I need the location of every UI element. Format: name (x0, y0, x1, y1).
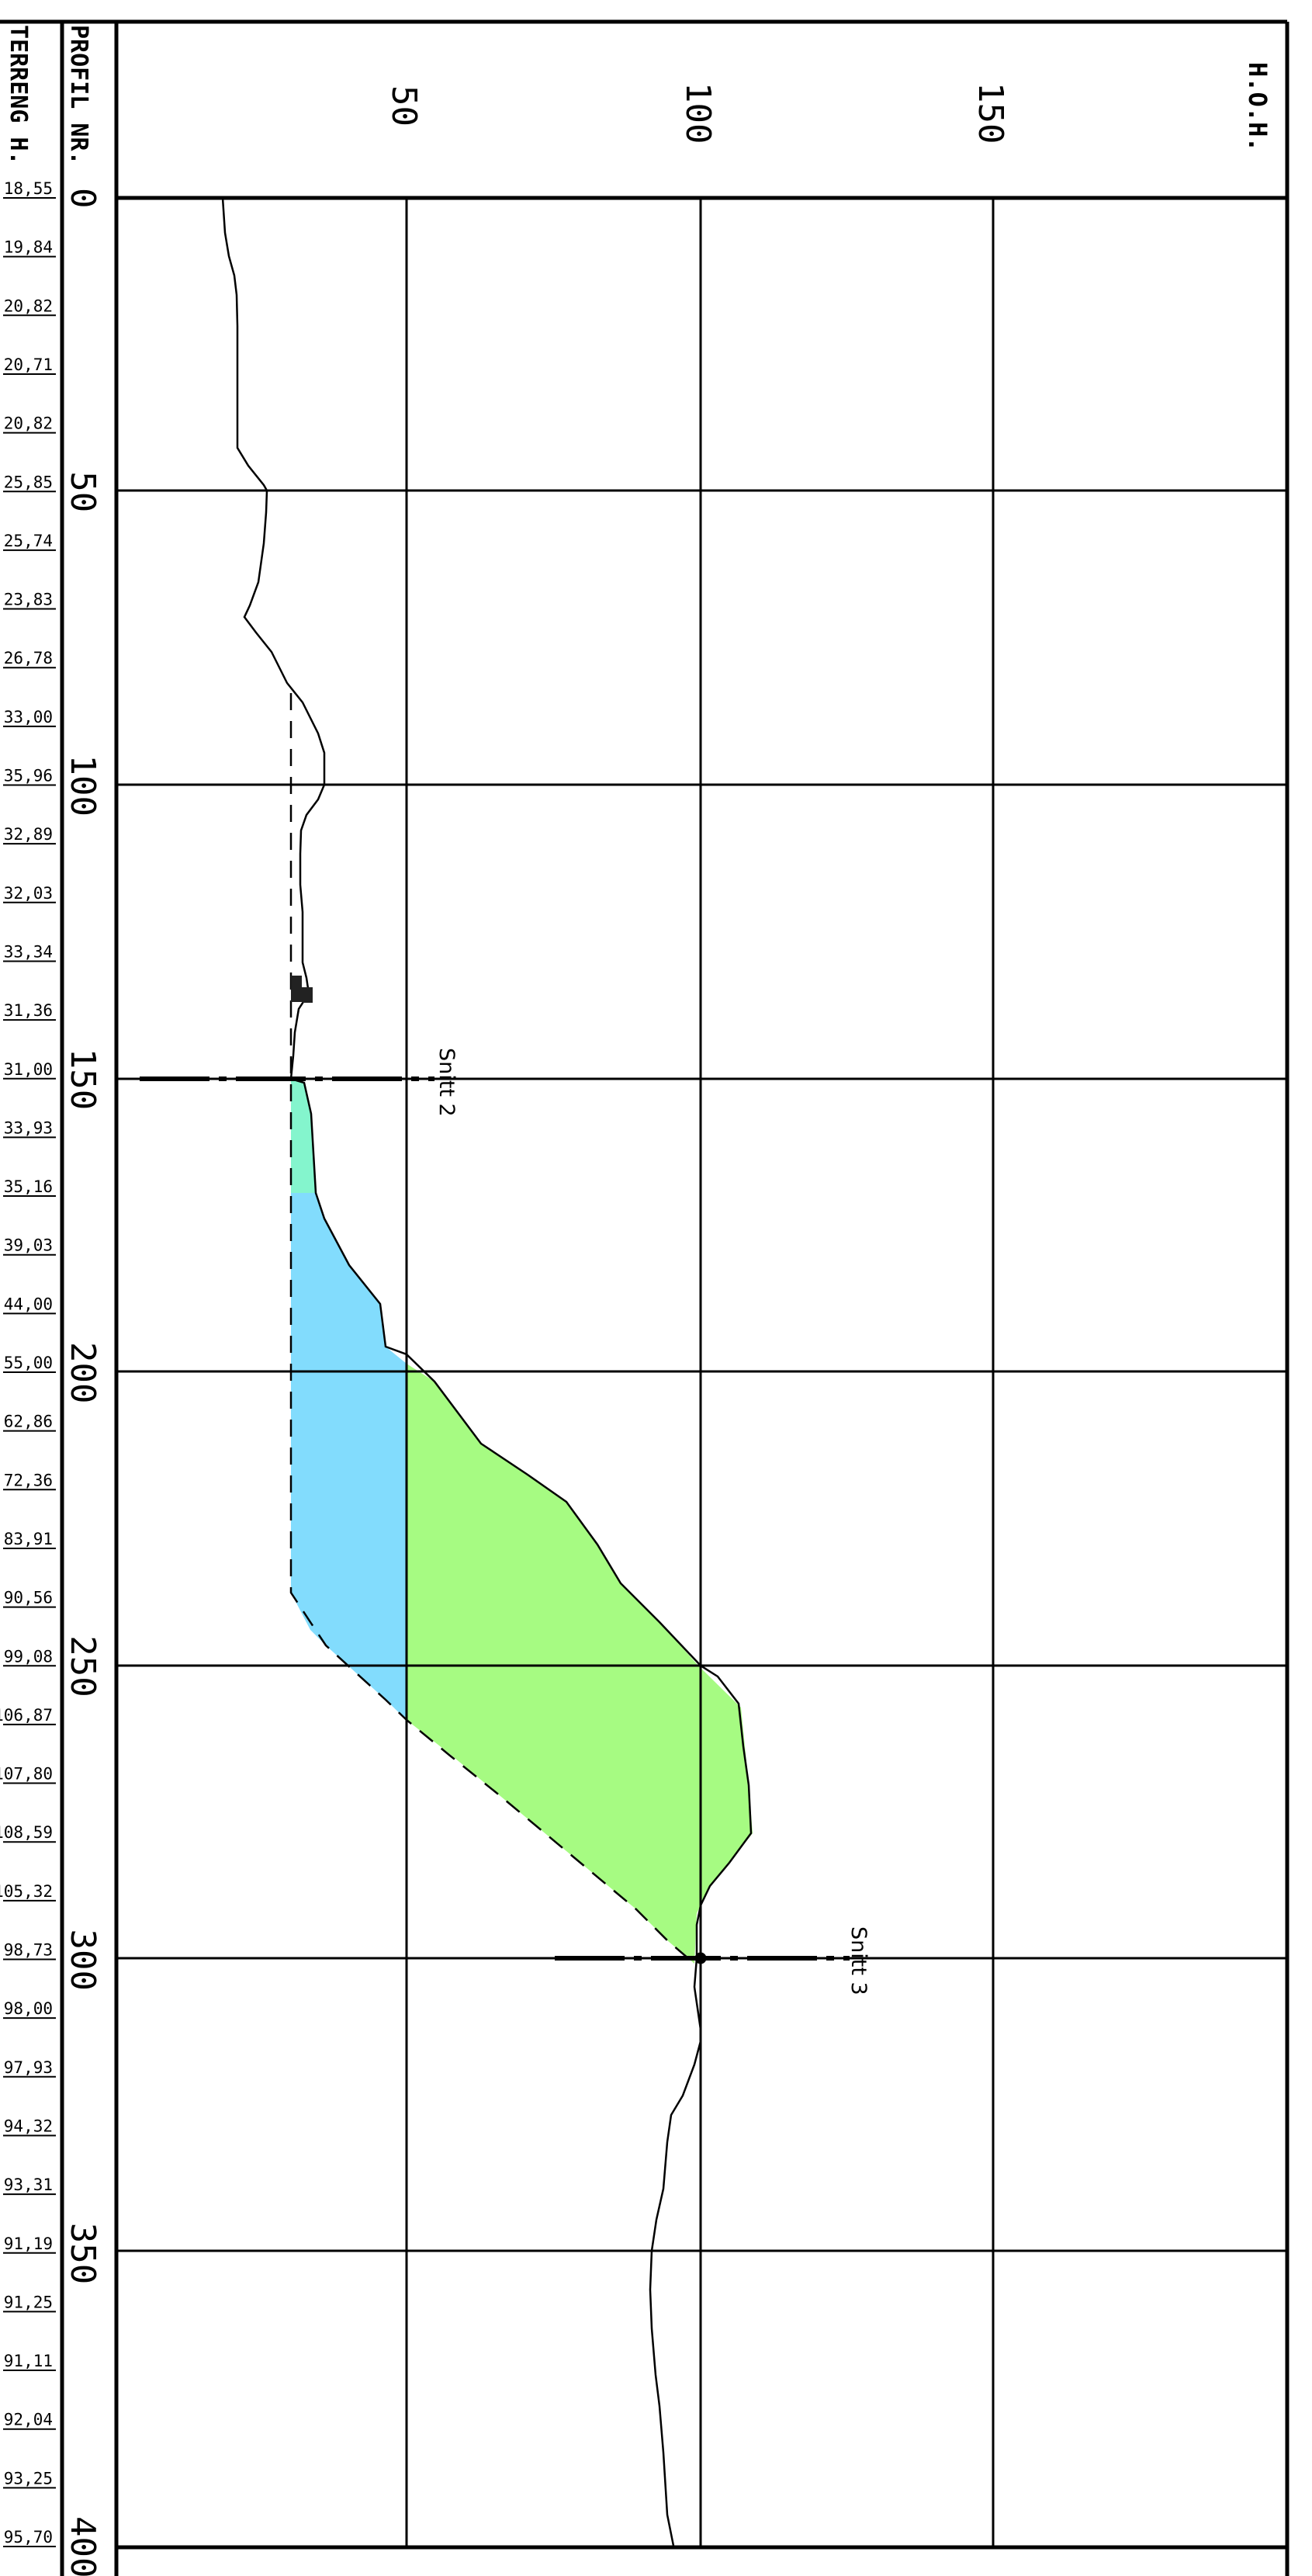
terrain-height-label: 106,87 (0, 1706, 53, 1725)
hoh-tick-labels: 50 100 150 (384, 82, 1010, 144)
profile-tick-100: 100 (63, 755, 102, 816)
hoh-tick-150: 150 (971, 82, 1010, 144)
profile-tick-50: 50 (63, 471, 102, 512)
terrain-height-label: 98,00 (4, 1999, 53, 2018)
terrain-height-header: TERRENG H. (5, 25, 32, 165)
terrain-height-label: 55,00 (4, 1354, 53, 1372)
terrain-height-label: 33,00 (4, 708, 53, 726)
hoh-header: H.O.H. (1243, 62, 1272, 152)
section-markers (140, 1077, 850, 1964)
terrain-height-label: 39,03 (4, 1236, 53, 1255)
terrain-height-label: 93,31 (4, 2176, 53, 2194)
frame (0, 19, 1289, 2576)
terrain-height-label: 72,36 (4, 1471, 53, 1489)
profile-tick-400: 400 (63, 2516, 102, 2576)
terrain-height-label: 19,84 (4, 238, 53, 257)
design-dashed-line (289, 693, 695, 1964)
green-fill-region (407, 1364, 753, 1964)
terrain-height-label: 105,32 (0, 1882, 53, 1901)
terrain-height-label: 26,78 (4, 649, 53, 667)
terrain-height-label: 91,11 (4, 2352, 53, 2370)
terrain-height-label: 99,08 (4, 1647, 53, 1666)
terrain-height-label: 94,32 (4, 2117, 53, 2135)
section-labels: Snitt 2 Snitt 3 (434, 1048, 871, 1995)
terrain-height-label: 62,86 (4, 1413, 53, 1431)
terrain-height-label: 107,80 (0, 1765, 53, 1784)
header-labels: TERRENG H. PROFIL NR. H.O.H. (5, 25, 1272, 165)
terrain-height-label: 20,82 (4, 296, 53, 315)
section-label-snitt-3: Snitt 3 (846, 1926, 871, 1995)
terrain-height-label: 35,16 (4, 1177, 53, 1196)
profile-tick-0: 0 (63, 188, 102, 209)
terrain-height-label: 44,00 (4, 1295, 53, 1313)
terrain-height-label: 33,34 (4, 942, 53, 961)
profile-tick-250: 250 (63, 1635, 102, 1697)
terrain-height-label: 23,83 (4, 591, 53, 609)
profile-number-header: PROFIL NR. (65, 25, 92, 165)
terrain-height-label: 32,89 (4, 825, 53, 844)
terrain-height-label: 97,93 (4, 2058, 53, 2077)
terrain-height-label: 92,04 (4, 2411, 53, 2429)
terrain-height-label: 83,91 (4, 1530, 53, 1548)
terrain-height-label: 35,96 (4, 767, 53, 785)
profile-tick-labels: 0 50 100 150 200 250 300 350 400 (63, 188, 102, 2576)
terrain-profile-line (221, 197, 753, 2547)
terrain-height-label: 108,59 (0, 1823, 53, 1842)
profile-tick-200: 200 (63, 1342, 102, 1403)
fill-regions (291, 1079, 753, 1964)
hoh-tick-100: 100 (678, 82, 718, 144)
terrain-height-column: 18,55 19,84 20,82 20,71 20,82 25,85 25,74 23,83… (0, 179, 56, 2547)
terrain-height-label: 20,71 (4, 355, 53, 374)
terrain-height-label: 31,00 (4, 1060, 53, 1079)
hoh-tick-50: 50 (384, 85, 424, 127)
terrain-height-label: 33,93 (4, 1118, 53, 1137)
terrain-height-label: 20,82 (4, 414, 53, 433)
blue-fill-region (291, 1193, 407, 1720)
grid-lines (116, 198, 1287, 2546)
terrain-height-label: 95,70 (4, 2528, 53, 2547)
terrain-height-label: 93,25 (4, 2469, 53, 2488)
terrain-height-label: 98,73 (4, 1941, 53, 1960)
terrain-height-label: 91,25 (4, 2293, 53, 2311)
structure-symbol (291, 976, 313, 1003)
profile-tick-150: 150 (63, 1049, 102, 1110)
profile-tick-300: 300 (63, 1929, 102, 1991)
terrain-height-label: 25,74 (4, 532, 53, 550)
terrain-height-label: 18,55 (4, 179, 53, 198)
terrain-height-label: 91,19 (4, 2234, 53, 2253)
section-label-snitt-2: Snitt 2 (434, 1048, 459, 1117)
profile-tick-350: 350 (63, 2223, 102, 2284)
terrain-height-label: 90,56 (4, 1589, 53, 1607)
terrain-height-label: 25,85 (4, 473, 53, 491)
terrain-height-label: 32,03 (4, 884, 53, 903)
section-3-node (694, 1952, 707, 1964)
terrain-height-label: 31,36 (4, 1001, 53, 1020)
